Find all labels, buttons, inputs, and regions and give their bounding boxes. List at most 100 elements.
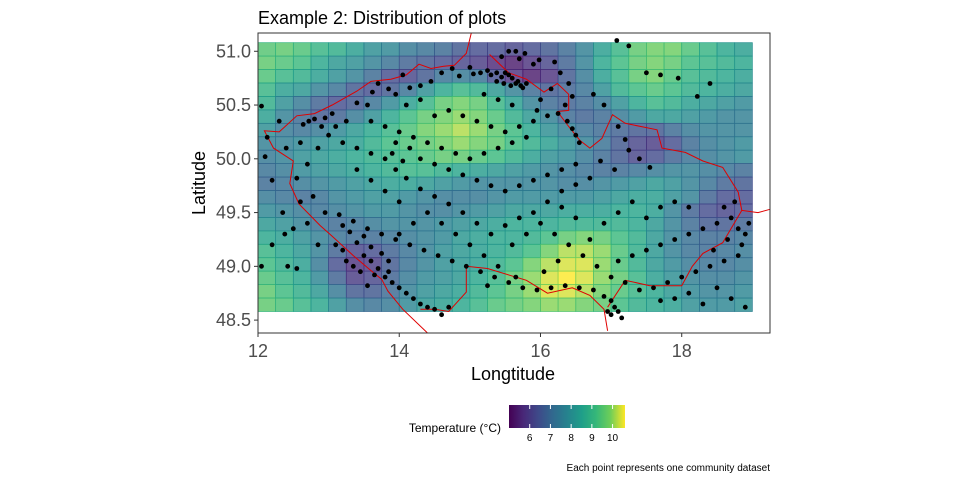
- data-point: [598, 158, 603, 164]
- data-point: [552, 231, 557, 237]
- data-point: [411, 220, 416, 226]
- heat-tile: [557, 230, 577, 245]
- heat-tile: [734, 82, 753, 97]
- data-point: [481, 253, 487, 258]
- data-point: [614, 38, 620, 43]
- heat-tile: [522, 217, 541, 232]
- heat-tile: [663, 136, 683, 151]
- data-point: [626, 147, 632, 153]
- heat-tile: [416, 42, 435, 57]
- heat-tile: [434, 42, 453, 57]
- heat-tile: [734, 42, 753, 57]
- data-point: [439, 145, 444, 151]
- heat-tile: [257, 230, 277, 245]
- data-point: [637, 287, 642, 293]
- heat-tile: [646, 176, 665, 191]
- heat-tile: [663, 243, 683, 259]
- data-point: [403, 102, 409, 108]
- data-point: [310, 194, 316, 199]
- heat-tile: [610, 96, 630, 111]
- heat-tile: [469, 122, 488, 138]
- heat-tile: [398, 96, 418, 111]
- data-point: [506, 72, 512, 78]
- data-point: [474, 220, 480, 226]
- data-point: [576, 285, 582, 291]
- data-point: [615, 210, 621, 216]
- data-point: [393, 237, 399, 242]
- data-point: [707, 263, 713, 269]
- data-point: [379, 251, 384, 256]
- heat-tile: [522, 270, 541, 285]
- chart-caption: Each point represents one community data…: [567, 463, 771, 474]
- data-point: [418, 186, 423, 192]
- data-point: [700, 301, 706, 307]
- heat-tile: [699, 176, 718, 191]
- heat-tile: [681, 42, 700, 57]
- data-point: [564, 118, 570, 124]
- color-legend: Temperature (°C) 6 7 8 9 10: [409, 405, 625, 444]
- data-point: [728, 215, 734, 221]
- heat-tile: [593, 163, 612, 178]
- data-point: [456, 73, 462, 79]
- heat-tile: [540, 149, 559, 164]
- heat-tile: [469, 163, 488, 178]
- heat-tile: [628, 257, 647, 272]
- heat-tile: [310, 55, 329, 70]
- data-point: [665, 280, 670, 285]
- data-point: [453, 151, 459, 156]
- heat-tile: [663, 109, 683, 124]
- data-point: [283, 145, 289, 151]
- heat-tile: [416, 203, 435, 218]
- data-point: [425, 140, 430, 146]
- legend-tick-label: 6: [527, 433, 533, 444]
- heat-tile: [522, 243, 541, 259]
- heat-tile: [716, 284, 736, 299]
- data-point: [460, 210, 466, 216]
- heat-tile: [646, 270, 665, 285]
- heat-tile: [469, 284, 488, 299]
- data-point: [495, 97, 501, 103]
- heat-tile: [734, 96, 753, 111]
- heat-tile: [257, 42, 277, 57]
- heat-tile: [328, 82, 347, 97]
- heat-tile: [628, 69, 647, 84]
- heat-tile: [504, 163, 524, 178]
- heat-tile: [593, 109, 612, 124]
- data-point: [467, 242, 473, 248]
- heat-tile: [734, 257, 753, 272]
- heat-tile: [716, 96, 736, 111]
- data-point: [686, 290, 692, 296]
- heat-tile: [734, 163, 753, 178]
- data-point: [396, 231, 402, 237]
- data-point: [407, 242, 413, 248]
- x-tick-label: 18: [672, 341, 692, 361]
- data-point: [396, 129, 402, 135]
- heat-tile: [716, 122, 736, 138]
- heat-tile: [610, 55, 630, 70]
- heat-tile: [628, 163, 647, 178]
- heat-tile: [363, 163, 382, 178]
- data-point: [393, 91, 399, 97]
- data-point: [300, 122, 306, 127]
- heat-tile: [593, 42, 612, 57]
- border-line: [607, 208, 771, 308]
- data-point: [372, 272, 377, 278]
- heat-tile: [504, 230, 524, 245]
- heat-tile: [275, 297, 294, 312]
- heat-tile: [734, 109, 753, 124]
- y-tick-label: 49.5: [216, 203, 251, 223]
- data-point: [425, 210, 430, 216]
- heat-tile: [275, 284, 294, 299]
- data-point: [601, 294, 607, 299]
- data-point: [499, 54, 504, 60]
- data-point: [524, 81, 529, 86]
- heat-tile: [716, 243, 736, 259]
- heat-tile: [434, 82, 453, 97]
- data-point: [432, 161, 437, 167]
- heat-tile: [257, 69, 277, 84]
- heat-tile: [504, 284, 524, 299]
- heat-tile: [663, 149, 683, 164]
- data-point: [545, 113, 550, 119]
- data-point: [393, 140, 399, 146]
- heat-tile: [275, 69, 294, 84]
